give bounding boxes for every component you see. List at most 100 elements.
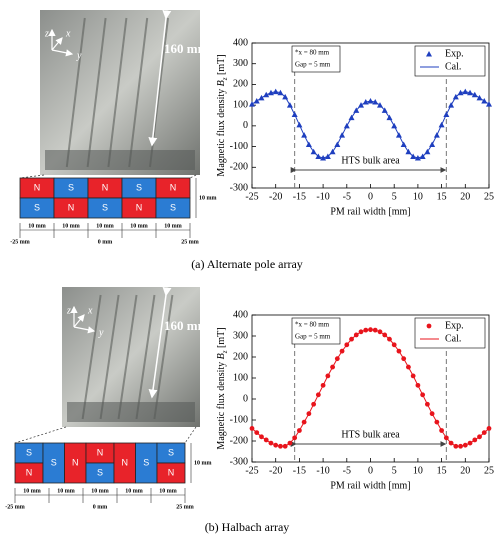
y-tick-label: 100 (233, 99, 248, 110)
y-tick-label: -100 (230, 141, 248, 152)
y-tick-label: 200 (233, 351, 248, 362)
legend-label: Cal. (445, 333, 461, 344)
magnet-pole: S (34, 202, 40, 212)
y-tick-label: 0 (243, 393, 248, 404)
x-tick-label: -15 (293, 465, 306, 476)
magnet-pole: N (102, 182, 109, 192)
y-label-subscript: z (221, 77, 229, 81)
magnet-pole: S (51, 457, 57, 467)
magnet-pole: S (102, 202, 108, 212)
y-label-subscript: z (221, 350, 229, 354)
data-line (251, 91, 490, 159)
magnet-pole: N (136, 202, 143, 212)
x-tick-label: 5 (392, 465, 397, 476)
length-label: 160 mm (164, 318, 209, 333)
dim-height-label: 10 mm (194, 460, 212, 466)
photo-base (45, 150, 195, 170)
guide (14, 426, 67, 444)
rail-stripe (107, 17, 128, 168)
y-label-symbol: B (216, 80, 227, 86)
y-tick-label: 100 (233, 372, 248, 383)
note: Gap = 5 mm (295, 61, 331, 69)
dim-label: 10 mm (23, 488, 41, 494)
x-tick-label: 5 (392, 191, 397, 202)
axis-arrow (73, 326, 96, 334)
magnet-pole: N (97, 447, 104, 457)
dim-end: 0 mm (98, 239, 113, 245)
magnet (156, 462, 186, 484)
rail-stripe (117, 294, 138, 420)
y-label-text: Magnetic flux density (216, 362, 227, 450)
x-tick-label: 0 (368, 191, 373, 202)
dim-label: 10 mm (57, 488, 75, 494)
axis-arrow (73, 314, 85, 328)
axis-name: y (76, 50, 82, 61)
legend-label: Cal. (445, 61, 461, 72)
note-box (291, 317, 341, 345)
dim-label: 10 mm (130, 223, 148, 229)
y-tick-label: 300 (233, 330, 248, 341)
x-tick-label: 20 (460, 191, 470, 202)
x-axis-label: PM rail width [mm] (330, 480, 410, 491)
area-label: HTS bulk area (341, 429, 400, 440)
axis-name: z (66, 305, 71, 316)
note-box (291, 45, 341, 73)
magnet-pole: S (68, 182, 74, 192)
magnet-pole: S (136, 182, 142, 192)
rail-stripe (99, 294, 120, 420)
y-tick-label: 400 (233, 309, 248, 320)
x-tick-label: 20 (460, 465, 470, 476)
length-label: 160 mm (164, 41, 209, 56)
x-tick-label: 10 (413, 191, 423, 202)
magnet-pole: S (168, 447, 174, 457)
x-tick-label: -5 (343, 465, 351, 476)
y-tick-label: -300 (230, 456, 248, 467)
x-tick-label: -15 (293, 191, 306, 202)
rail-stripe (81, 294, 102, 420)
y-tick-label: 200 (233, 79, 248, 90)
photo-base (67, 402, 195, 422)
magnet-pole: S (97, 467, 103, 477)
data-line (251, 329, 490, 447)
x-tick-label: -20 (269, 465, 282, 476)
y-axis-label: Magnetic flux density Bz [mT] (216, 327, 228, 449)
rail-stripe (65, 17, 86, 168)
note: *x = 80 mm (295, 49, 330, 57)
y-label-unit: [mT] (216, 54, 227, 75)
caption: (b) Halbach array (205, 520, 290, 534)
magnet-pole: N (168, 467, 175, 477)
photo (40, 10, 200, 175)
axis-name: y (98, 327, 104, 338)
magnet-pole: N (72, 457, 79, 467)
magnet-pole: S (143, 457, 149, 467)
guide (19, 174, 45, 179)
y-label-text: Magnetic flux density (216, 89, 227, 177)
magnet-pole: N (170, 182, 177, 192)
x-tick-label: -10 (316, 191, 329, 202)
y-tick-label: 0 (243, 120, 248, 131)
magnet-pole: S (26, 447, 32, 457)
x-tick-label: 15 (437, 191, 447, 202)
caption: (a) Alternate pole array (191, 257, 303, 271)
dim-label: 10 mm (62, 223, 80, 229)
dim-label: 10 mm (164, 223, 182, 229)
y-tick-label: -200 (230, 435, 248, 446)
x-tick-label: -20 (269, 191, 282, 202)
y-tick-label: 400 (233, 37, 248, 48)
y-tick-label: -300 (230, 182, 248, 193)
x-tick-label: -10 (316, 465, 329, 476)
note: Gap = 5 mm (295, 333, 331, 341)
dim-label: 10 mm (159, 488, 177, 494)
rail-stripe (86, 17, 107, 168)
axis-arrow (51, 37, 63, 51)
axis-arrow (51, 49, 74, 57)
x-tick-label: -25 (245, 191, 258, 202)
magnet-pole: N (34, 182, 41, 192)
dim-end: 25 mm (181, 239, 199, 245)
dim-end: -25 mm (5, 504, 25, 510)
x-tick-label: 10 (413, 465, 423, 476)
guide (189, 174, 197, 179)
legend-box (414, 45, 486, 77)
